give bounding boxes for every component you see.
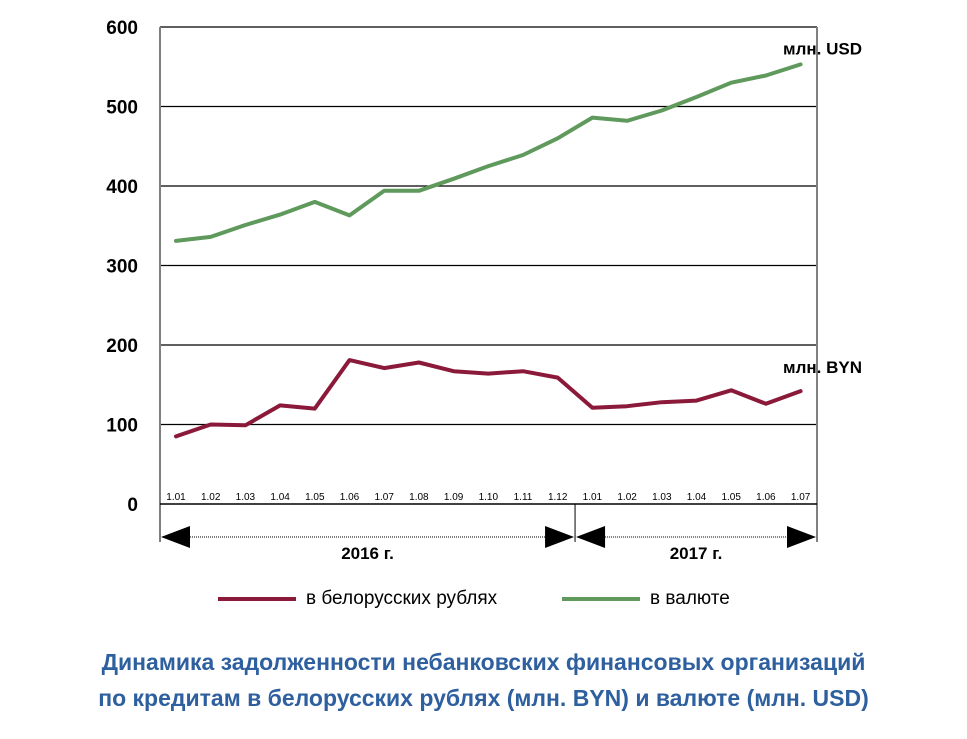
series-end-label: млн. USD: [783, 39, 862, 58]
series-line: [174, 62, 803, 243]
legend-item-currency: в валюте: [562, 584, 730, 614]
x-tick-label: 1.08: [409, 492, 429, 503]
legend-label-currency: в валюте: [650, 588, 730, 609]
legend-item-rubles: в белорусских рублях: [218, 584, 497, 614]
right-arrow-icon: [787, 526, 816, 548]
x-tick-label: 1.05: [721, 492, 741, 503]
series-end-label: млн. BYN: [783, 358, 862, 377]
grid-lines: [160, 26, 817, 426]
left-arrow-icon: [161, 526, 190, 548]
y-tick-label: 500: [106, 98, 138, 119]
line-chart: 0 100 200 300 400 500 600 1.01 1.02 1.03 1.04 1.05 1…: [106, 18, 862, 563]
y-tick-label: 0: [127, 495, 138, 516]
caption-line-1: Динамика задолженности небанковских фина…: [101, 649, 866, 675]
year-label: 2016 г.: [341, 544, 394, 563]
x-tick-label: 1.12: [548, 492, 568, 503]
x-tick-label: 1.07: [791, 492, 811, 503]
year-label: 2017 г.: [670, 544, 723, 563]
right-arrow-icon: [545, 526, 575, 548]
x-tick-label: 1.02: [617, 492, 637, 503]
x-tick-label: 1.04: [270, 492, 290, 503]
x-tick-label: 1.04: [687, 492, 707, 503]
axis-labels: 0 100 200 300 400 500 600 1.01 1.02 1.03 1.04 1.05 1…: [106, 18, 862, 563]
chart-caption: Динамика задолженности небанковских фина…: [0, 644, 967, 716]
series-lines: [174, 62, 803, 439]
y-tick-label: 600: [106, 18, 138, 39]
series-line: [174, 358, 803, 439]
legend-swatch-rubles: [218, 597, 296, 601]
x-tick-label: 1.06: [756, 492, 776, 503]
x-tick-label: 1.02: [201, 492, 221, 503]
x-tick-label: 1.06: [340, 492, 360, 503]
x-tick-label: 1.09: [444, 492, 464, 503]
x-tick-label: 1.03: [236, 492, 256, 503]
legend: в белорусских рублях в валюте: [0, 584, 967, 614]
left-arrow-icon: [576, 526, 606, 548]
legend-label-rubles: в белорусских рублях: [306, 588, 498, 609]
caption-line-2: по кредитам в белорусских рублях (млн. B…: [98, 685, 869, 711]
x-tick-label: 1.03: [652, 492, 672, 503]
x-tick-label: 1.10: [479, 492, 499, 503]
legend-swatch-currency: [562, 597, 640, 601]
y-tick-label: 400: [106, 177, 138, 198]
x-tick-label: 1.01: [583, 492, 603, 503]
y-tick-label: 300: [106, 257, 138, 278]
axes: [159, 27, 818, 548]
x-tick-label: 1.05: [305, 492, 325, 503]
x-tick-label: 1.01: [166, 492, 186, 503]
x-tick-label: 1.07: [374, 492, 394, 503]
x-tick-label: 1.11: [514, 492, 533, 503]
y-tick-label: 100: [106, 416, 138, 437]
y-tick-label: 200: [106, 336, 138, 357]
